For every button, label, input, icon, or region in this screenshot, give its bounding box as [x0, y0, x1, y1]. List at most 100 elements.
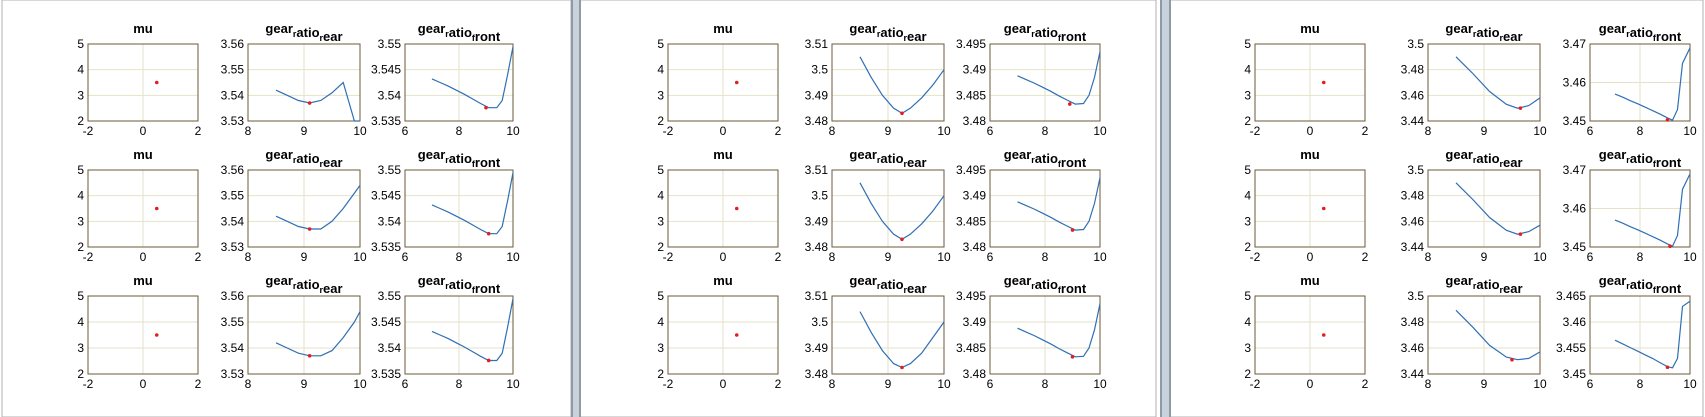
subplot-title: gearratiofront [1004, 273, 1087, 296]
x-tick-label: 0 [1307, 124, 1314, 138]
subplot: 6 8 10 3.48 3.485 3.49 3.495 gearratiofront [956, 147, 1107, 264]
title-subscript: r [904, 159, 908, 169]
x-tick-label: 0 [1307, 377, 1314, 391]
axes-box [1589, 169, 1691, 248]
subplot-title: gearratiofront [1599, 147, 1682, 170]
series-line [1455, 56, 1541, 109]
y-tick-label: 3 [77, 214, 84, 228]
y-tick-label: 3 [657, 88, 664, 102]
axes-box [989, 43, 1101, 122]
y-tick-label: 2 [657, 114, 664, 128]
title-text: gear [265, 147, 292, 162]
title-text: gear [849, 273, 876, 288]
axes-box [87, 169, 199, 248]
subplot: -2 0 2 2 3 4 5 mu [1244, 273, 1368, 391]
y-tick-label: 3.48 [805, 367, 829, 381]
y-tick-label: 3 [77, 88, 84, 102]
subplot: 6 8 10 3.535 3.54 3.545 3.55 gearratiofront [371, 21, 520, 138]
x-tick-label: 8 [829, 124, 836, 138]
title-text: ront [475, 281, 501, 296]
optimum-marker [1070, 228, 1075, 232]
x-tick-label: 0 [140, 377, 147, 391]
x-tick-label: 8 [1637, 250, 1644, 264]
series-line [275, 81, 360, 122]
y-tick-label: 4 [657, 63, 664, 77]
subplot: -2 0 2 2 3 4 5 mu [657, 273, 781, 391]
y-tick-label: 2 [1244, 114, 1251, 128]
x-tick-label: 10 [937, 124, 951, 138]
x-tick-label: 8 [245, 377, 252, 391]
optimum-marker [307, 354, 312, 358]
axes-box [1254, 295, 1366, 375]
x-tick-label: 8 [1425, 250, 1432, 264]
subplot-title: gearratiorear [849, 273, 926, 296]
y-tick-label: 3.495 [956, 289, 986, 303]
subplot: 6 8 10 3.48 3.485 3.49 3.495 gearratiofront [956, 21, 1107, 138]
x-tick-label: 10 [937, 250, 951, 264]
title-text: atio [1476, 25, 1499, 40]
y-tick-label: 3.48 [963, 114, 987, 128]
x-tick-label: 9 [885, 250, 892, 264]
y-tick-label: 3.48 [805, 114, 829, 128]
y-tick-label: 3.49 [963, 189, 987, 203]
title-text: atio [880, 277, 903, 292]
title-subscript: f [472, 285, 476, 295]
axes-box [667, 169, 779, 248]
y-tick-label: 3 [77, 341, 84, 355]
title-text: gear [1004, 273, 1031, 288]
series-line [1017, 177, 1101, 231]
x-tick-label: 8 [456, 124, 463, 138]
axes-box [667, 43, 779, 122]
optimum-marker [1510, 357, 1514, 362]
x-tick-label: 2 [775, 124, 782, 138]
x-tick-label: 6 [1587, 377, 1594, 391]
series-line [1614, 47, 1691, 121]
x-tick-label: 8 [1042, 124, 1049, 138]
x-tick-label: -2 [83, 124, 94, 138]
subplot-title: gearratiorear [849, 147, 926, 170]
y-tick-label: 4 [1244, 63, 1251, 77]
title-text: gear [418, 273, 445, 288]
title-subscript: r [293, 281, 297, 291]
x-tick-label: -2 [663, 377, 674, 391]
x-tick-label: 10 [353, 377, 367, 391]
optimum-marker [154, 333, 159, 337]
y-tick-label: 3.48 [1401, 315, 1425, 329]
y-tick-label: 3.5 [811, 63, 828, 77]
title-text: gear [1445, 147, 1472, 162]
title-subscript: r [877, 155, 881, 165]
title-subscript: r [877, 29, 881, 39]
y-tick-label: 3.48 [1401, 63, 1425, 77]
y-tick-label: 3.51 [805, 163, 829, 177]
y-tick-label: 3.55 [378, 163, 402, 177]
title-text: gear [265, 21, 292, 36]
x-tick-label: 10 [353, 250, 367, 264]
axes-box [831, 43, 945, 122]
axes-box [1427, 169, 1541, 248]
x-tick-label: 8 [1637, 377, 1644, 391]
title-text: gear [418, 147, 445, 162]
optimum-marker [154, 80, 159, 85]
optimum-marker [1665, 365, 1670, 370]
y-tick-label: 3.535 [371, 367, 401, 381]
y-tick-label: 3.56 [221, 37, 245, 51]
axes-box [1589, 295, 1691, 375]
title-subscript: r [1473, 155, 1477, 165]
x-tick-label: 2 [1362, 124, 1369, 138]
x-tick-label: 10 [506, 124, 520, 138]
optimum-marker [1668, 244, 1672, 249]
y-tick-label: 3.54 [378, 341, 402, 355]
y-tick-label: 3.44 [1401, 114, 1425, 128]
y-tick-label: 3.49 [963, 315, 987, 329]
optimum-marker [307, 101, 312, 105]
title-text: ront [475, 155, 501, 170]
y-tick-label: 3.535 [371, 114, 401, 128]
y-tick-label: 4 [77, 315, 84, 329]
title-text: atio [1630, 25, 1653, 40]
x-tick-label: 10 [506, 377, 520, 391]
optimum-marker [1067, 102, 1072, 106]
y-tick-label: 3.46 [1401, 214, 1425, 228]
y-tick-label: 3.54 [221, 88, 245, 102]
